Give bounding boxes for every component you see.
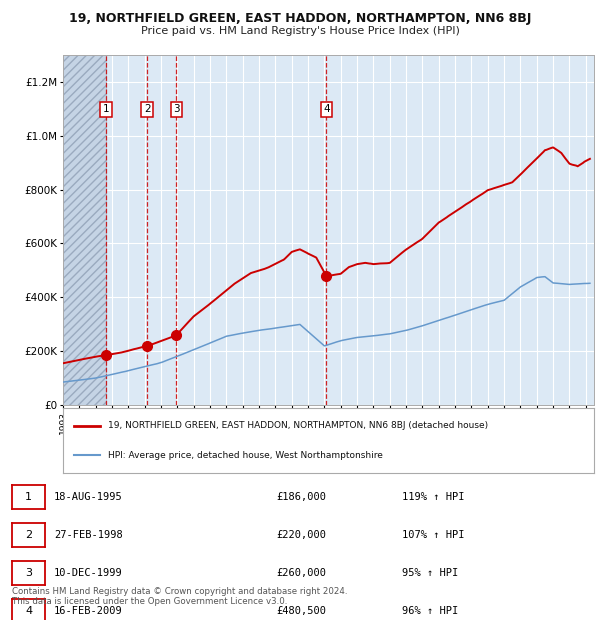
Text: £480,500: £480,500	[276, 606, 326, 616]
Text: 96% ↑ HPI: 96% ↑ HPI	[402, 606, 458, 616]
Text: 1: 1	[103, 104, 109, 114]
Text: 16-FEB-2009: 16-FEB-2009	[54, 606, 123, 616]
Text: 3: 3	[173, 104, 180, 114]
Text: £220,000: £220,000	[276, 530, 326, 540]
Text: 1: 1	[25, 492, 32, 502]
Text: 18-AUG-1995: 18-AUG-1995	[54, 492, 123, 502]
Text: £260,000: £260,000	[276, 568, 326, 578]
Text: 119% ↑ HPI: 119% ↑ HPI	[402, 492, 464, 502]
Text: 4: 4	[25, 606, 32, 616]
Text: £186,000: £186,000	[276, 492, 326, 502]
Text: 10-DEC-1999: 10-DEC-1999	[54, 568, 123, 578]
Text: 2: 2	[25, 530, 32, 540]
Text: 3: 3	[25, 568, 32, 578]
Bar	[63, 55, 106, 405]
Text: 19, NORTHFIELD GREEN, EAST HADDON, NORTHAMPTON, NN6 8BJ: 19, NORTHFIELD GREEN, EAST HADDON, NORTH…	[69, 12, 531, 25]
Text: 27-FEB-1998: 27-FEB-1998	[54, 530, 123, 540]
Text: 95% ↑ HPI: 95% ↑ HPI	[402, 568, 458, 578]
Text: HPI: Average price, detached house, West Northamptonshire: HPI: Average price, detached house, West…	[108, 451, 383, 460]
Text: 2: 2	[144, 104, 151, 114]
Text: Price paid vs. HM Land Registry's House Price Index (HPI): Price paid vs. HM Land Registry's House …	[140, 26, 460, 36]
Text: 107% ↑ HPI: 107% ↑ HPI	[402, 530, 464, 540]
Text: 4: 4	[323, 104, 330, 114]
Text: Contains HM Land Registry data © Crown copyright and database right 2024.
This d: Contains HM Land Registry data © Crown c…	[12, 587, 347, 606]
Text: 19, NORTHFIELD GREEN, EAST HADDON, NORTHAMPTON, NN6 8BJ (detached house): 19, NORTHFIELD GREEN, EAST HADDON, NORTH…	[108, 421, 488, 430]
